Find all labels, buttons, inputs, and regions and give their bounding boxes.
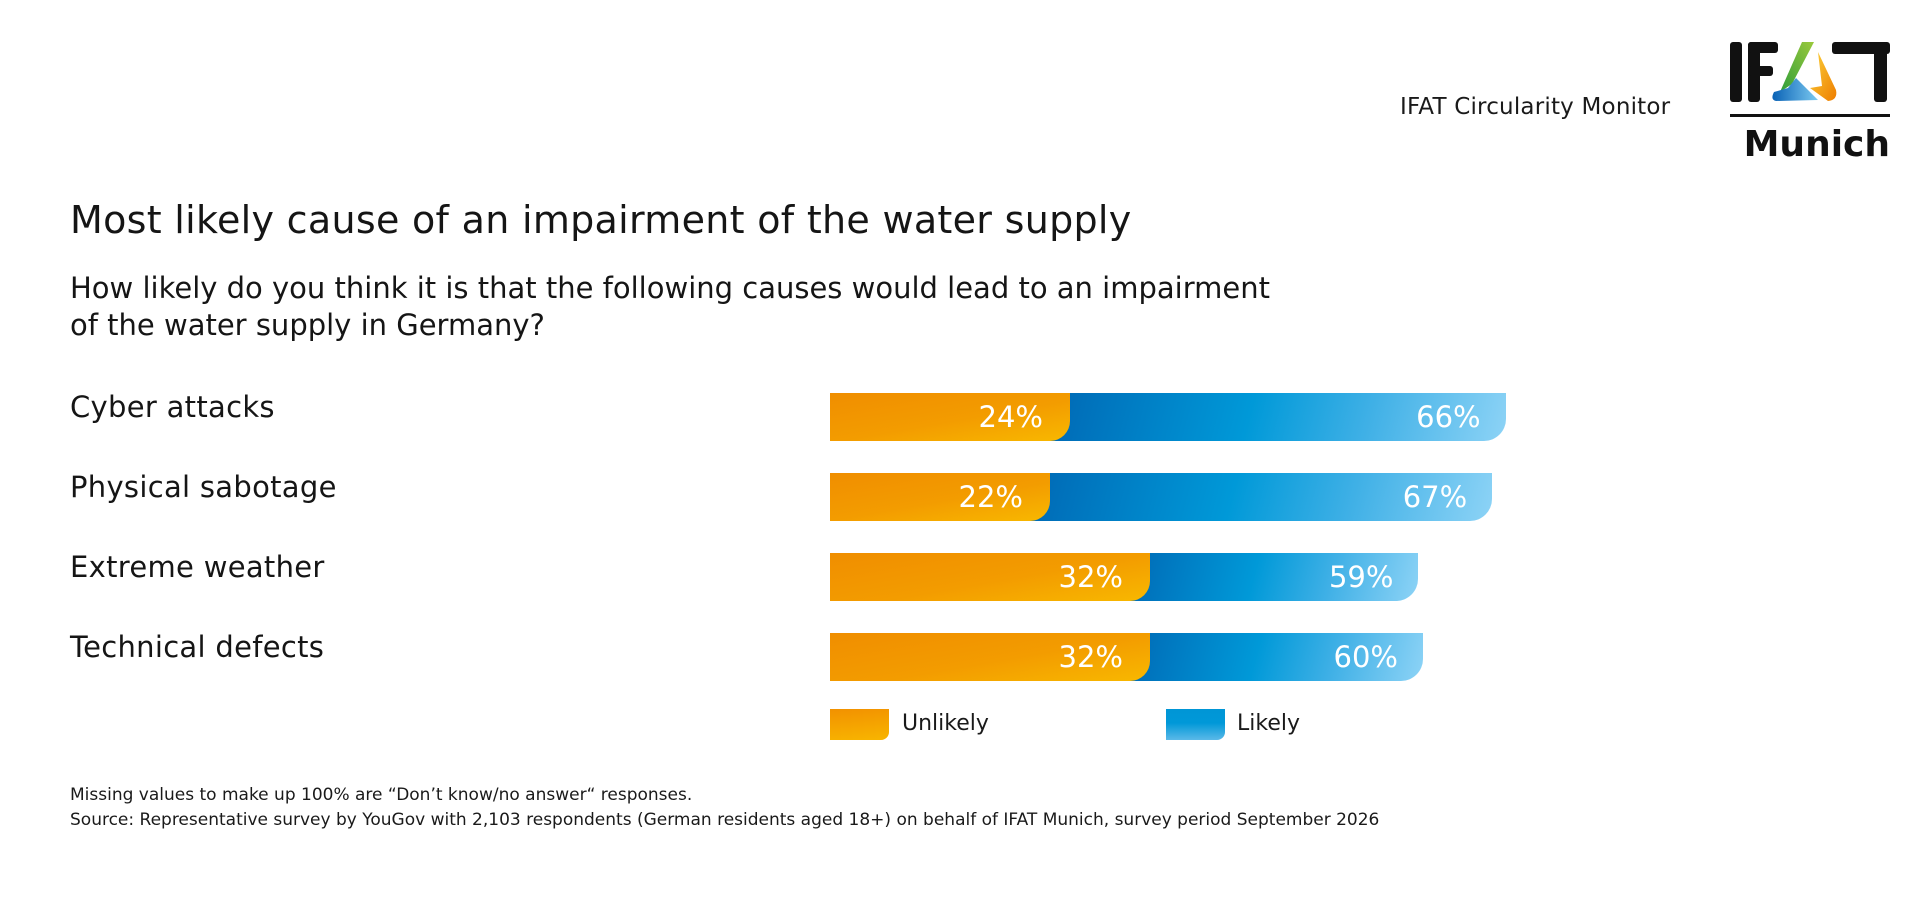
legend-swatch-likely: [1166, 709, 1225, 740]
logo-wordmark-munich: Munich: [1744, 124, 1890, 164]
logo-recycle-triangle-icon: [1772, 42, 1837, 101]
value-label-likely-cyber-attacks: 66%: [1416, 400, 1481, 434]
monitor-brand-text: IFAT Circularity Monitor: [1400, 94, 1671, 120]
legend-label-likely: Likely: [1237, 711, 1300, 736]
ifat-munich-logo: Munich: [1730, 42, 1890, 164]
logo-letter-t: [1832, 42, 1890, 102]
subtitle-line: How likely do you think it is that the f…: [70, 271, 1270, 305]
bar-unlikely-physical-sabotage: [830, 473, 1050, 521]
footnote: Missing values to make up 100% are “Don’…: [70, 783, 1379, 833]
logo-letter-f: [1748, 42, 1778, 102]
subtitle-line: of the water supply in Germany?: [70, 308, 545, 342]
chart-subtitle: How likely do you think it is that the f…: [70, 270, 1370, 344]
logo-divider: [1730, 114, 1890, 117]
value-label-likely-physical-sabotage: 67%: [1402, 480, 1468, 514]
bar-unlikely-technical-defects: [830, 633, 1150, 681]
value-label-likely-extreme-weather: 59%: [1328, 560, 1394, 594]
category-label-physical-sabotage: Physical sabotage: [70, 470, 337, 504]
value-label-unlikely-technical-defects: 32%: [1058, 640, 1123, 674]
legend-label-unlikely: Unlikely: [902, 711, 989, 736]
bar-likely-extreme-weather: [1120, 553, 1419, 601]
bar-unlikely-extreme-weather: [830, 553, 1150, 601]
missing-values-note: Missing values to make up 100% are “Don’…: [70, 785, 693, 805]
source-note: Source: Representative survey by YouGov …: [70, 810, 1380, 830]
bar-likely-technical-defects: [1120, 633, 1423, 681]
category-label-extreme-weather: Extreme weather: [70, 550, 325, 584]
legend-swatch-unlikely: [830, 709, 889, 740]
bar-likely-cyber-attacks: [1040, 393, 1506, 441]
value-label-unlikely-cyber-attacks: 24%: [978, 400, 1043, 434]
value-label-unlikely-extreme-weather: 32%: [1058, 560, 1123, 594]
category-label-technical-defects: Technical defects: [70, 630, 325, 664]
category-label-cyber-attacks: Cyber attacks: [70, 390, 275, 424]
logo-letter-i: [1730, 42, 1742, 102]
bar-unlikely-cyber-attacks: [830, 393, 1070, 441]
value-label-likely-technical-defects: 60%: [1333, 640, 1398, 674]
chart-title: Most likely cause of an impairment of th…: [70, 198, 1132, 242]
logo-wordmark-ifat: [1730, 42, 1890, 102]
value-label-unlikely-physical-sabotage: 22%: [958, 480, 1023, 514]
bar-likely-physical-sabotage: [1020, 473, 1493, 521]
